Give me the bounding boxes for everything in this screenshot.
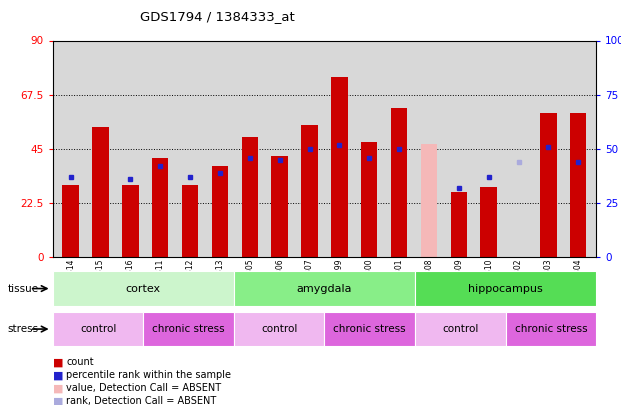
- Text: rank, Detection Call = ABSENT: rank, Detection Call = ABSENT: [66, 396, 217, 405]
- Bar: [271, 156, 288, 257]
- Bar: [415, 312, 505, 346]
- Bar: [234, 271, 415, 306]
- Text: amygdala: amygdala: [297, 284, 352, 294]
- Bar: [415, 271, 596, 306]
- Bar: [53, 312, 143, 346]
- Text: count: count: [66, 358, 94, 367]
- Bar: [122, 185, 138, 257]
- Text: value, Detection Call = ABSENT: value, Detection Call = ABSENT: [66, 384, 222, 393]
- Text: ■: ■: [53, 384, 63, 393]
- Bar: [391, 108, 407, 257]
- Text: GDS1794 / 1384333_at: GDS1794 / 1384333_at: [140, 10, 295, 23]
- Bar: [182, 185, 198, 257]
- Text: control: control: [261, 324, 297, 334]
- Text: ■: ■: [53, 396, 63, 405]
- Bar: [331, 77, 348, 257]
- Bar: [540, 113, 556, 257]
- Text: chronic stress: chronic stress: [515, 324, 587, 334]
- Text: ■: ■: [53, 371, 63, 380]
- Bar: [325, 312, 415, 346]
- Text: tissue: tissue: [7, 284, 39, 294]
- Bar: [301, 125, 318, 257]
- Text: chronic stress: chronic stress: [333, 324, 406, 334]
- Bar: [234, 312, 324, 346]
- Bar: [421, 144, 437, 257]
- Text: control: control: [442, 324, 479, 334]
- Bar: [570, 113, 586, 257]
- Bar: [451, 192, 467, 257]
- Text: hippocampus: hippocampus: [468, 284, 543, 294]
- Text: percentile rank within the sample: percentile rank within the sample: [66, 371, 232, 380]
- Bar: [212, 166, 228, 257]
- Bar: [143, 312, 234, 346]
- Text: ■: ■: [53, 358, 63, 367]
- Text: chronic stress: chronic stress: [152, 324, 225, 334]
- Bar: [53, 271, 234, 306]
- Text: control: control: [80, 324, 116, 334]
- Bar: [481, 188, 497, 257]
- Bar: [505, 312, 596, 346]
- Bar: [93, 127, 109, 257]
- Bar: [361, 142, 378, 257]
- Bar: [242, 137, 258, 257]
- Bar: [152, 158, 168, 257]
- Text: stress: stress: [7, 324, 39, 334]
- Text: cortex: cortex: [126, 284, 161, 294]
- Bar: [63, 185, 79, 257]
